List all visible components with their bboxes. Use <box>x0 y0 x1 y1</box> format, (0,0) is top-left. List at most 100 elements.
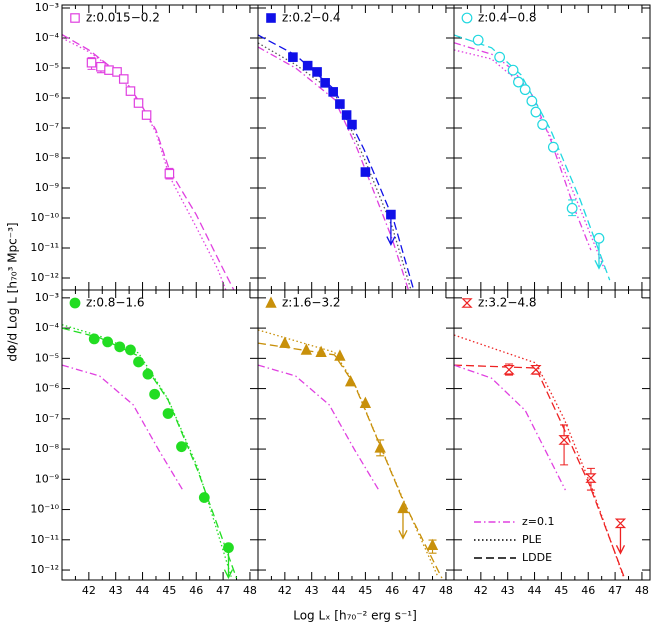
curves <box>258 34 415 290</box>
marker <box>530 364 542 375</box>
y-tick-label: 10⁻⁸ <box>35 151 60 164</box>
curve <box>258 364 380 491</box>
marker <box>513 76 524 88</box>
x-tick-label: 45 <box>358 584 372 597</box>
y-tick-label: 10⁻⁹ <box>35 472 59 485</box>
x-tick-label: 47 <box>412 584 426 597</box>
y-tick-label: 10⁻¹¹ <box>30 533 59 546</box>
marker <box>223 542 234 554</box>
curve <box>62 327 238 579</box>
y-tick-label: 10⁻¹² <box>30 271 59 284</box>
panel-label: z:0.4−0.8 <box>478 11 537 25</box>
upper-limit-arrow <box>386 214 396 247</box>
marker <box>386 209 396 220</box>
x-tick-label: 46 <box>189 584 203 597</box>
y-tick-label: 10⁻³ <box>35 1 59 14</box>
curve <box>454 34 611 281</box>
points <box>279 336 439 554</box>
marker <box>519 84 531 96</box>
y-tick-label: 10⁻³ <box>35 291 59 304</box>
marker <box>279 336 291 348</box>
marker <box>566 202 578 214</box>
curve <box>62 364 184 491</box>
panel-label: z:0.8−1.6 <box>86 296 145 310</box>
curve <box>62 324 232 577</box>
y-tick-label: 10⁻⁵ <box>35 61 59 74</box>
x-tick-label: 43 <box>109 584 123 597</box>
curves <box>62 324 238 579</box>
marker <box>164 168 175 179</box>
y-tick-label: 10⁻⁴ <box>35 321 60 334</box>
panel-label: z:0.015−0.2 <box>86 11 160 25</box>
marker <box>142 368 154 380</box>
panel: z:0.4−0.8 <box>453 4 651 291</box>
x-tick-label: 44 <box>136 584 150 597</box>
points <box>88 333 234 580</box>
marker <box>472 34 484 46</box>
curves <box>454 34 611 281</box>
legend-label: z=0.1 <box>522 515 554 528</box>
marker <box>397 501 409 514</box>
marker <box>593 232 605 244</box>
x-tick-label: 43 <box>501 584 515 597</box>
marker <box>112 67 122 77</box>
marker <box>302 60 313 71</box>
curve <box>454 364 626 579</box>
marker <box>320 78 330 88</box>
marker <box>114 341 126 353</box>
y-axis-label: dΦ/d Log L [h₇₀³ Mpc⁻³] <box>6 222 20 361</box>
marker <box>312 67 322 77</box>
marker <box>96 61 106 72</box>
y-tick-label: 10⁻¹⁰ <box>30 503 59 516</box>
y-tick-label: 10⁻¹¹ <box>30 241 59 254</box>
marker <box>176 441 187 453</box>
marker <box>537 119 549 130</box>
marker <box>334 349 346 361</box>
y-tick-label: 10⁻⁶ <box>35 382 60 395</box>
panel-label: z:1.6−3.2 <box>282 296 341 310</box>
panel: 10⁻³ 10⁻⁴ 10⁻⁵ 10⁻⁶ 10⁻⁷ 10⁻⁸ 10⁻⁹ 10⁻¹⁰ 10⁻¹¹ 10… <box>30 1 259 291</box>
x-tick-label: 48 <box>243 584 257 597</box>
y-tick-label: 10⁻⁵ <box>35 351 59 364</box>
marker <box>315 345 327 357</box>
curves <box>258 329 443 579</box>
x-tick-label: 46 <box>581 584 595 597</box>
curves <box>62 34 235 290</box>
marker <box>507 64 519 76</box>
marker <box>530 106 542 118</box>
x-tick-label: 42 <box>82 584 96 597</box>
marker <box>341 110 352 120</box>
upper-limit-arrow <box>615 523 626 555</box>
marker <box>288 52 298 62</box>
curve <box>258 46 410 290</box>
y-tick-label: 10⁻⁸ <box>35 442 60 455</box>
curve <box>62 37 227 290</box>
marker <box>88 333 100 345</box>
marker <box>300 343 312 355</box>
marker <box>162 408 174 419</box>
marker <box>461 298 473 308</box>
marker <box>70 13 80 23</box>
marker <box>585 473 597 483</box>
points <box>288 52 396 247</box>
curve <box>454 42 592 251</box>
curve <box>258 34 415 290</box>
x-tick-label: 45 <box>162 584 176 597</box>
marker <box>374 441 386 453</box>
points <box>472 34 605 270</box>
x-tick-label: 47 <box>216 584 230 597</box>
curve <box>454 364 566 491</box>
y-tick-label: 10⁻⁷ <box>35 412 59 425</box>
panel: z:0.2−0.4 <box>257 4 455 291</box>
marker <box>359 396 372 408</box>
y-tick-label: 10⁻⁷ <box>35 121 59 134</box>
y-tick-label: 10⁻⁶ <box>35 91 60 104</box>
marker <box>198 492 210 503</box>
marker <box>141 110 152 120</box>
marker <box>133 98 144 108</box>
curve <box>62 34 235 290</box>
marker <box>503 364 515 375</box>
x-tick-label: 45 <box>554 584 568 597</box>
points <box>503 363 627 555</box>
